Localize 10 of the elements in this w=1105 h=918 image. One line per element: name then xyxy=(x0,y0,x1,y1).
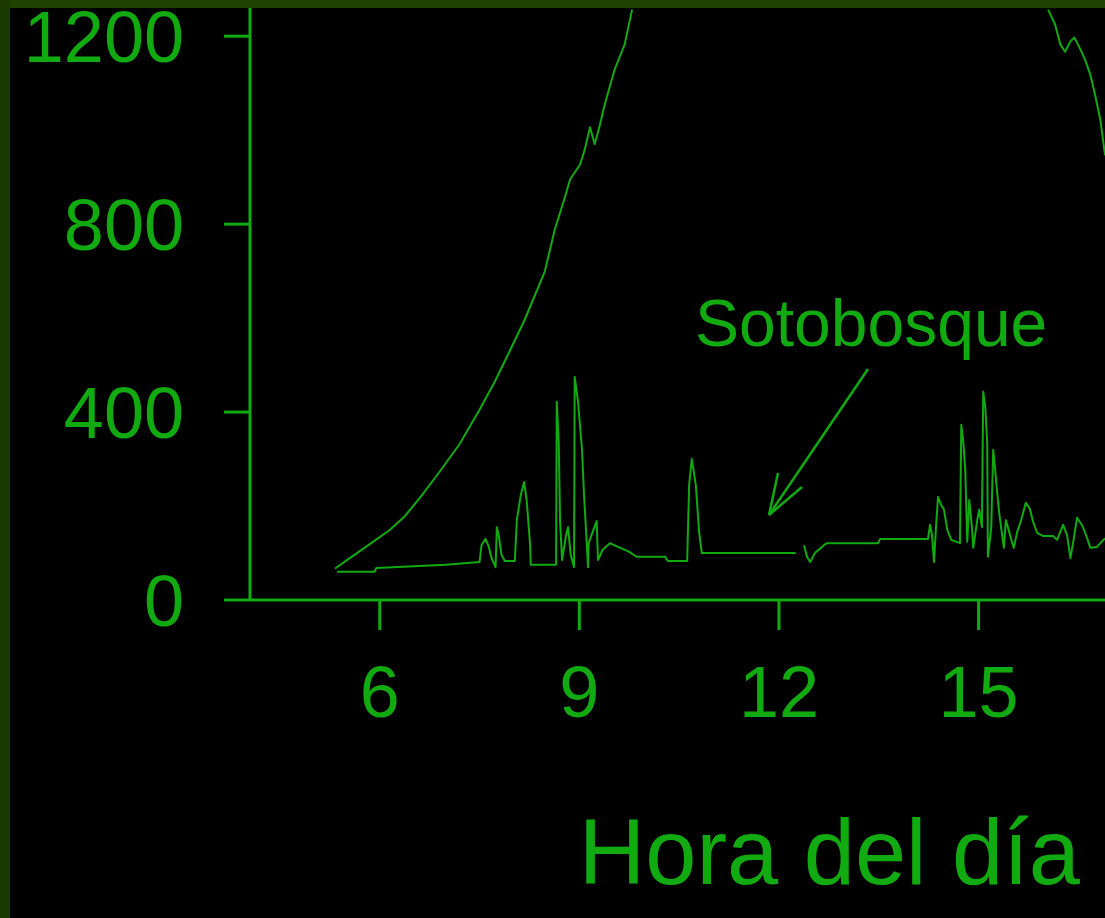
x-tick-label: 9 xyxy=(559,652,600,733)
series-label: Sotobosque xyxy=(695,285,1048,361)
y-tick-label: 1200 xyxy=(23,0,184,77)
x-axis-title: Hora del día xyxy=(578,800,1080,905)
x-tick-label: 15 xyxy=(938,652,1019,733)
x-tick-label: 6 xyxy=(359,652,400,733)
x-tick-label: 12 xyxy=(738,652,820,733)
y-tick-label: 0 xyxy=(143,560,184,641)
y-tick-label: 800 xyxy=(63,184,184,265)
y-tick-label: 400 xyxy=(63,372,184,453)
